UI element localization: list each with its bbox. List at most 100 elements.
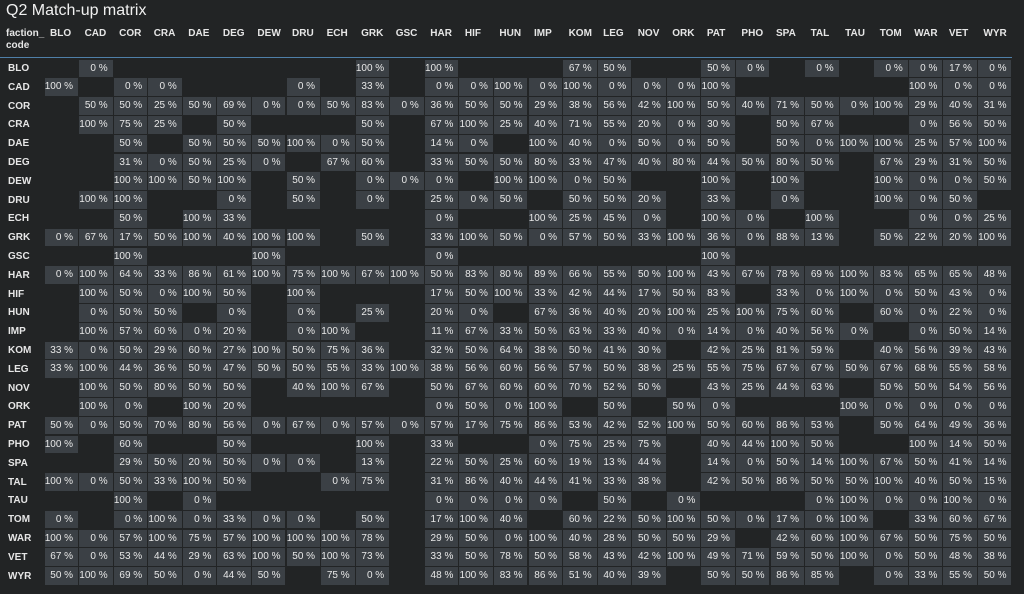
cell: 50 % [735, 153, 770, 172]
cell: 40 % [528, 115, 563, 134]
cell: 20 % [632, 191, 666, 209]
cell: 50 % [217, 115, 251, 134]
column-header: GRK [361, 28, 384, 39]
cell: 50 % [977, 567, 1012, 585]
cell: 0 % [217, 303, 251, 322]
cell: 0 % [286, 322, 321, 341]
cell: 57 % [563, 228, 597, 247]
cell: 58 % [977, 360, 1012, 379]
column-header: SPA [776, 28, 796, 39]
cell: 0 % [459, 78, 493, 97]
cell: 0 % [735, 322, 770, 341]
cell: 47 % [597, 153, 632, 172]
cell: 0 % [148, 285, 182, 303]
cell: 33 % [424, 228, 459, 247]
cell: 100 % [44, 78, 79, 97]
row-header: IMP [8, 326, 26, 338]
cell: 100 % [113, 191, 148, 209]
cell: 80 % [493, 266, 528, 285]
cell: 60 % [805, 303, 839, 322]
corner-line: faction_ [6, 28, 45, 39]
cell: 14 % [701, 454, 735, 473]
cell: 39 % [632, 567, 666, 585]
cell: 0 % [79, 416, 113, 435]
cell: 50 % [701, 134, 735, 153]
cell: 100 % [493, 172, 528, 191]
row-header: TAU [8, 495, 28, 507]
cell: 50 % [977, 153, 1012, 172]
cell: 0 % [943, 397, 977, 416]
cell: 100 % [839, 454, 874, 473]
cell: 100 % [113, 491, 148, 510]
cell: 17 % [770, 510, 805, 529]
cell: 50 % [217, 285, 251, 303]
cell: 0 % [770, 191, 805, 209]
cell: 67 % [735, 266, 770, 285]
cell: 100 % [701, 78, 735, 97]
cell: 50 % [493, 97, 528, 115]
cell: 25 % [735, 379, 770, 397]
cell: 0 % [182, 322, 217, 341]
cell: 0 % [908, 172, 943, 191]
cell: 100 % [321, 322, 355, 341]
cell: 100 % [251, 529, 286, 548]
cell: 42 % [701, 473, 735, 491]
row-header: WAR [8, 533, 32, 544]
cell: 50 % [113, 341, 148, 360]
cell: 44 % [148, 548, 182, 567]
cell: 0 % [321, 473, 355, 491]
cell: 56 % [597, 97, 632, 115]
cell: 50 % [563, 341, 597, 360]
column-header: NOV [637, 28, 660, 39]
cell: 22 % [424, 454, 459, 473]
cell: 100 % [251, 266, 286, 285]
cell: 67 % [874, 529, 908, 548]
cell: 66 % [563, 266, 597, 285]
cell: 60 % [563, 510, 597, 529]
cell: 29 % [182, 548, 217, 567]
cell: 100 % [666, 416, 701, 435]
cell: 50 % [632, 510, 666, 529]
cell: 43 % [977, 341, 1012, 360]
cell: 50 % [701, 416, 735, 435]
cell: 33 % [908, 567, 943, 585]
cell: 100 % [79, 379, 113, 397]
cell: 0 % [666, 115, 701, 134]
cell: 50 % [355, 228, 390, 247]
cell: 50 % [424, 379, 459, 397]
cell: 0 % [251, 153, 286, 172]
cell: 0 % [148, 153, 182, 172]
cell: 56 % [805, 322, 839, 341]
cell: 33 % [908, 510, 943, 529]
cell: 44 % [701, 153, 735, 172]
column-header: COR [119, 28, 142, 39]
cell: 50 % [597, 191, 632, 209]
cell: 50 % [286, 360, 321, 379]
cell: 33 % [217, 209, 251, 228]
row-header: HAR [8, 269, 30, 281]
column-header: HIF [464, 28, 481, 39]
cell: 20 % [182, 454, 217, 473]
row-header: PHO [8, 439, 30, 450]
cell: 50 % [735, 473, 770, 491]
cell: 56 % [528, 360, 563, 379]
cell: 100 % [874, 473, 908, 491]
cell: 52 % [597, 379, 632, 397]
cell: 50 % [286, 191, 321, 209]
cell: 50 % [459, 529, 493, 548]
column-header: VET [948, 28, 969, 39]
cell: 33 % [424, 548, 459, 567]
row-header: GSC [8, 251, 30, 262]
cell: 50 % [770, 134, 805, 153]
cell: 67 % [355, 379, 390, 397]
column-header: DAE [188, 28, 210, 39]
cell: 50 % [597, 491, 632, 510]
cell: 64 % [908, 416, 943, 435]
cell: 50 % [148, 454, 182, 473]
row-header: NOV [8, 382, 30, 394]
cell: 25 % [424, 191, 459, 209]
cell: 57 % [217, 529, 251, 548]
cell: 0 % [355, 567, 390, 585]
cell: 50 % [597, 360, 632, 379]
row-header: DAE [8, 138, 30, 150]
